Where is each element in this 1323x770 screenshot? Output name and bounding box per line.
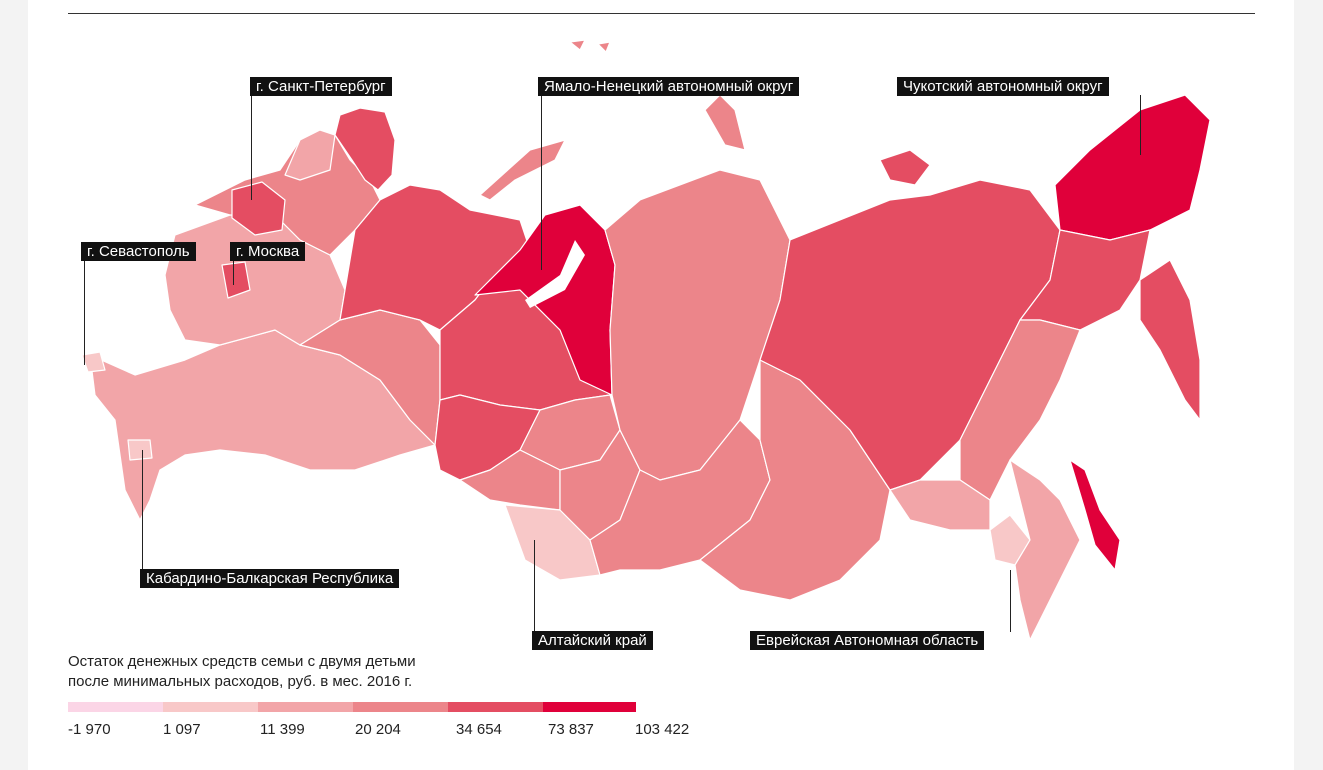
label-moscow: г. Москва <box>230 242 306 261</box>
leader-kbr <box>142 450 143 570</box>
region-crimea <box>81 351 106 373</box>
legend-tick-3: 11 399 <box>260 721 305 738</box>
leader-chukotka <box>1140 95 1141 155</box>
region-primorye <box>1009 459 1081 641</box>
leader-moscow <box>233 260 234 285</box>
leader-altai <box>534 540 535 632</box>
legend-title-line2: после минимальных расходов, руб. в мес. … <box>68 673 413 690</box>
legend-color-bar <box>68 702 636 712</box>
region-franz-josef <box>569 39 611 53</box>
region-st-petersburg <box>231 181 286 236</box>
region-kamchatka <box>1139 259 1201 421</box>
legend-swatch-6 <box>543 702 636 712</box>
label-kbr: Кабардино-Балкарская Республика <box>140 569 400 588</box>
legend-title-line1: Остаток денежных средств семьи с двумя д… <box>68 653 416 670</box>
legend-swatch-1 <box>68 702 163 712</box>
legend-swatch-2 <box>163 702 258 712</box>
region-khabarovsk <box>959 319 1081 501</box>
legend-tick-6: 73 837 <box>548 721 594 738</box>
legend-tick-7: 103 422 <box>635 721 690 738</box>
leader-sevastopol <box>84 260 85 365</box>
region-kbr <box>127 439 153 461</box>
legend-swatch-5 <box>448 702 543 712</box>
region-yamal-bay <box>525 240 585 308</box>
label-chukotka: Чукотский автономный округ <box>897 77 1109 96</box>
legend-swatch-4 <box>353 702 448 712</box>
legend-swatch-3 <box>258 702 353 712</box>
label-sevastopol: г. Севастополь <box>81 242 196 261</box>
leader-yamal <box>541 95 542 270</box>
region-murmansk <box>334 107 396 191</box>
region-novaya-zemlya <box>479 139 566 201</box>
region-moscow <box>221 261 251 299</box>
label-st-petersburg: г. Санкт-Петербург <box>250 77 392 96</box>
region-amur <box>889 479 991 531</box>
leader-spb <box>251 95 252 200</box>
label-altai-krai: Алтайский край <box>532 631 653 650</box>
region-new-siberian <box>879 149 931 186</box>
legend-tick-1: -1 970 <box>68 721 111 738</box>
region-severnaya-zemlya <box>704 94 746 151</box>
region-sakhalin <box>1069 459 1121 571</box>
legend-tick-2: 1 097 <box>163 721 201 738</box>
leader-jewish <box>1010 570 1011 632</box>
top-divider <box>68 13 1255 14</box>
legend-tick-4: 20 204 <box>355 721 401 738</box>
legend-tick-5: 34 654 <box>456 721 502 738</box>
region-chukotka <box>1054 94 1211 241</box>
legend-title: Остаток денежных средств семьи с двумя д… <box>68 652 416 692</box>
label-jewish-ao: Еврейская Автономная область <box>750 631 985 650</box>
label-yamal: Ямало-Ненецкий автономный округ <box>538 77 800 96</box>
